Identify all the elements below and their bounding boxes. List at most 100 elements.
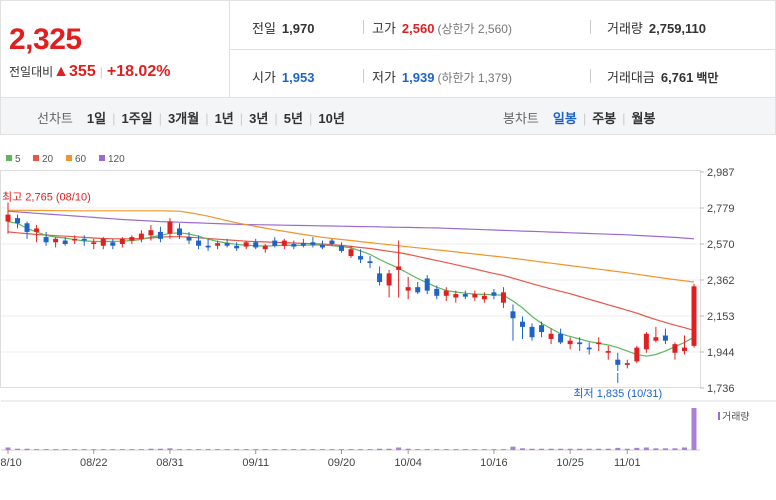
volume-bar	[491, 449, 497, 450]
volume-bar	[529, 448, 535, 450]
x-tick-label: 09/20	[328, 457, 356, 469]
candle-body	[510, 311, 516, 319]
candle-body	[53, 238, 59, 243]
volume-bar	[405, 448, 411, 450]
ma60-line	[8, 209, 695, 283]
max-price-annotation: 최고 2,765 (08/10)	[2, 190, 91, 203]
candle-body	[481, 295, 487, 300]
candle-body	[157, 231, 163, 239]
period-5y[interactable]: 5년	[283, 111, 303, 126]
up-arrow-icon: ▲	[53, 63, 70, 80]
volume-bar	[234, 449, 240, 450]
candles	[5, 210, 697, 371]
candle-body	[434, 288, 440, 296]
period-1w[interactable]: 1주일	[121, 111, 153, 126]
volume-label: 거래량	[607, 21, 643, 36]
volume-bar	[605, 448, 611, 450]
volume-bar	[186, 449, 192, 450]
candle-body	[624, 363, 630, 365]
y-tick-label: 1,736	[707, 383, 735, 395]
x-tick-label: 10/16	[480, 457, 508, 469]
period-1y[interactable]: 1년	[214, 111, 234, 126]
x-tick-label: 08/10	[0, 457, 22, 469]
volume-bar	[300, 449, 306, 450]
candle-body	[262, 245, 268, 250]
candle-body	[243, 242, 249, 247]
ma120-line	[7, 210, 695, 240]
volume-bar	[481, 449, 487, 450]
change-row: 전일대비▲355 | +18.02%	[9, 63, 170, 81]
divider: |	[274, 111, 278, 126]
candle-body	[681, 347, 687, 352]
volume-bar	[243, 449, 249, 450]
period-3y[interactable]: 3년	[249, 111, 269, 126]
lower-limit: (하한가 1,379)	[437, 71, 512, 85]
volume-bar	[520, 448, 525, 450]
candle-body	[186, 237, 192, 241]
volume-bar	[434, 449, 440, 450]
volume-bar	[148, 448, 154, 450]
divider: |	[112, 111, 116, 126]
volume-bar	[567, 448, 573, 450]
candle-monthly[interactable]: 월봉	[631, 111, 656, 126]
volume-bar	[462, 449, 468, 450]
divider: |	[622, 111, 626, 126]
volume-bar	[453, 449, 459, 450]
volume-bar	[224, 449, 230, 450]
price-info: 전일 1,970 고가 2,560 (상한가 2,560) 거래량 2,759,110 …	[230, 1, 775, 97]
candle-body	[586, 347, 592, 350]
volume-bar	[681, 447, 687, 450]
legend-swatch	[6, 155, 12, 161]
period-1d[interactable]: 1일	[86, 111, 107, 126]
volume-bar	[367, 449, 373, 450]
volume-bar	[691, 408, 697, 450]
candle-body	[643, 333, 649, 350]
candle-daily[interactable]: 일봉	[552, 111, 577, 126]
candle-body	[91, 242, 97, 244]
volume-bar	[329, 449, 335, 450]
divider	[230, 49, 775, 50]
candle-body	[424, 278, 430, 291]
volume-bar	[643, 447, 649, 450]
volume-bar	[653, 448, 659, 450]
trade-amount: 거래대금 6,761 백만	[607, 67, 718, 86]
volume-bar	[291, 449, 297, 450]
candle-chart-label: 봉차트	[503, 111, 539, 126]
candle-body	[196, 240, 202, 246]
candle-body	[396, 266, 402, 270]
volume-bar	[281, 449, 287, 450]
candle-weekly[interactable]: 주봉	[592, 111, 617, 126]
candle-body	[567, 340, 573, 345]
candle-body	[386, 273, 392, 286]
candle-body	[100, 238, 106, 246]
volume-bar	[539, 448, 545, 450]
candle-body	[291, 244, 297, 247]
prev-close: 전일 1,970	[252, 18, 314, 37]
volume-bar	[662, 448, 668, 450]
candle-body	[329, 240, 335, 244]
volume-bar	[53, 449, 59, 450]
volume-bar	[81, 449, 87, 450]
current-price-box: 2,325 전일대비▲355 | +18.02%	[1, 1, 230, 97]
min-price-annotation: 최저 1,835 (10/31)	[573, 387, 662, 400]
candle-body	[81, 238, 87, 241]
y-tick-label: 2,362	[707, 275, 735, 287]
divider	[363, 69, 364, 83]
candle-body	[548, 333, 554, 339]
period-3m[interactable]: 3개월	[168, 111, 200, 126]
ma5-line	[7, 221, 695, 357]
candle-body	[138, 233, 144, 239]
volume-bar	[348, 449, 354, 450]
candle-body	[310, 242, 316, 245]
volume-bar	[510, 446, 516, 450]
change-percent: +18.02%	[106, 63, 171, 80]
volume-bar	[100, 449, 106, 450]
divider: |	[308, 111, 313, 126]
period-10y[interactable]: 10년	[318, 111, 345, 126]
candle-body	[605, 351, 611, 353]
volume-chart: 거래량	[1, 400, 776, 451]
volume-bar	[157, 448, 163, 450]
x-tick-label: 10/25	[556, 457, 584, 469]
volume-bar	[119, 449, 125, 450]
volume-bar	[167, 448, 173, 450]
